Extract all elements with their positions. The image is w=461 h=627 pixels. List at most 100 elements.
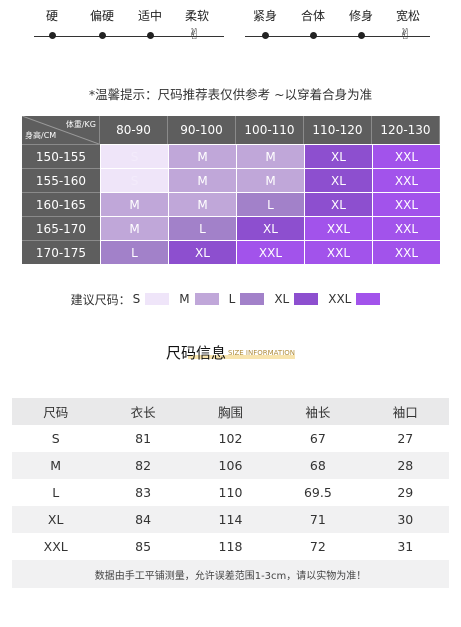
fabric-option-label: 适中	[137, 9, 162, 23]
legend-label: XXL	[328, 292, 352, 306]
rec-size-cell: XXL	[372, 168, 440, 192]
victory-hand-icon: ✌	[399, 25, 412, 43]
info-row: L 83 110 69.5 29	[12, 479, 449, 506]
rec-row: 170-175 L XL XXL XXL XXL	[22, 240, 440, 264]
rec-size-cell: L	[236, 192, 304, 216]
fabric-scale-line	[34, 36, 224, 37]
size-legend: 建议尺码： S M L XL XXL	[0, 290, 461, 308]
info-cell: 118	[218, 539, 243, 554]
height-header: 150-155	[22, 144, 100, 168]
fabric-option-label: 偏硬	[89, 9, 114, 23]
legend-swatch	[356, 293, 381, 305]
info-cell: 29	[397, 485, 414, 500]
size-tip: *温馨提示：尺码推荐表仅供参考 ~以穿着合身为准	[88, 87, 373, 102]
rec-size-cell: XL	[304, 168, 372, 192]
victory-hand-icon: ✌	[188, 25, 201, 43]
rec-row: 155-160 S M M XL XXL	[22, 168, 440, 192]
rec-size-cell: XXL	[304, 216, 372, 240]
legend-label: XL	[274, 292, 290, 306]
info-cell: 71	[274, 506, 362, 533]
size-info-title-en: SIZE INFORMATION	[227, 348, 296, 357]
rec-size-cell: XL	[168, 240, 236, 264]
legend-label: S	[132, 292, 141, 306]
rec-size-cell: XL	[304, 144, 372, 168]
rec-size-cell: M	[168, 168, 236, 192]
legend-swatch	[240, 293, 265, 305]
rec-size-cell: XL	[236, 216, 304, 240]
corner-weight-label: 体重/KG	[65, 120, 96, 129]
info-cell: 31	[397, 539, 414, 554]
rec-size-cell: M	[236, 144, 304, 168]
legend-label: L	[228, 292, 236, 306]
rec-corner-cell: 体重/KG 身高/CM	[22, 116, 100, 144]
info-cell: 27	[397, 431, 414, 446]
legend-item: XXL	[328, 292, 381, 306]
info-cell: 84	[99, 506, 187, 533]
height-header: 160-165	[22, 192, 100, 216]
weight-header: 110-120	[304, 116, 372, 144]
scale-dot	[358, 32, 365, 39]
info-cell: 102	[218, 431, 243, 446]
info-cell: 110	[218, 485, 243, 500]
size-recommendation-table: 体重/KG 身高/CM 80-90 90-100 100-110 110-120…	[22, 116, 440, 264]
size-info-table: 尺码 衣长 胸围 袖长 袖口 S 81 102 67 27 M 82 106 6…	[12, 398, 449, 588]
fabric-option-hard: 硬	[27, 8, 77, 39]
weight-header: 80-90	[100, 116, 168, 144]
info-note-row: 数据由手工平铺测量，允许误差范围1-3cm，请以实物为准！	[12, 560, 449, 588]
info-cell: 72	[309, 539, 326, 554]
info-cell: 68	[274, 452, 362, 479]
scale-dot	[99, 32, 106, 39]
info-cell: 67	[309, 431, 326, 446]
height-header: 155-160	[22, 168, 100, 192]
rec-size-cell: XXL	[372, 216, 440, 240]
fit-option-label: 紧身	[252, 9, 277, 23]
fit-option-fitted: 合体	[288, 8, 338, 39]
fabric-softness-scale: 硬 偏硬 适中 柔软 ✌	[34, 8, 224, 48]
rec-size-cell: S	[100, 144, 168, 168]
info-column-header: 胸围	[186, 398, 275, 425]
fabric-option-semi-hard: 偏硬	[77, 8, 127, 39]
height-header: 170-175	[22, 240, 100, 264]
fit-option-loose: 宽松 ✌	[383, 8, 433, 42]
rec-row: 160-165 M M L XL XXL	[22, 192, 440, 216]
info-row: M 82 106 68 28	[12, 452, 449, 479]
rec-header-row: 体重/KG 身高/CM 80-90 90-100 100-110 110-120…	[22, 116, 440, 144]
rec-size-cell: M	[168, 144, 236, 168]
info-cell: XL	[12, 506, 100, 533]
rec-size-cell: XXL	[304, 240, 372, 264]
weight-header: 100-110	[236, 116, 304, 144]
rec-size-cell: XXL	[372, 144, 440, 168]
weight-header: 90-100	[168, 116, 236, 144]
fabric-option-label: 柔软	[184, 9, 209, 23]
fit-option-tight: 紧身	[240, 8, 290, 39]
corner-diagonal	[22, 116, 99, 144]
info-cell: L	[52, 485, 60, 500]
info-row: XXL 85 118 72 31	[12, 533, 449, 560]
legend-title: 建议尺码：	[70, 292, 131, 307]
size-info-title-cn: 尺码信息	[165, 344, 226, 362]
legend-swatch	[294, 293, 319, 305]
info-cell: M	[12, 452, 100, 479]
scale-dot	[310, 32, 317, 39]
rec-size-cell: M	[100, 192, 168, 216]
rec-size-cell: S	[100, 168, 168, 192]
rec-size-cell: M	[168, 192, 236, 216]
scale-dot	[147, 32, 154, 39]
fit-scale-line	[245, 36, 430, 37]
fit-option-label: 宽松	[395, 9, 420, 23]
fabric-option-label: 硬	[45, 9, 58, 23]
scale-dot	[262, 32, 269, 39]
info-cell: 106	[186, 452, 275, 479]
rec-row: 165-170 M L XL XXL XXL	[22, 216, 440, 240]
legend-item: S	[133, 292, 170, 306]
info-column-header: 袖口	[361, 398, 449, 425]
info-cell: 114	[186, 506, 275, 533]
legend-item: XL	[274, 292, 319, 306]
info-cell: 83	[135, 485, 152, 500]
legend-swatch	[194, 293, 219, 305]
rec-size-cell: M	[236, 168, 304, 192]
info-cell: XXL	[43, 539, 68, 554]
info-row: XL 84 114 71 30	[12, 506, 449, 533]
fit-scale: 紧身 合体 修身 宽松 ✌	[245, 8, 430, 48]
info-header-row: 尺码 衣长 胸围 袖长 袖口	[12, 398, 449, 425]
